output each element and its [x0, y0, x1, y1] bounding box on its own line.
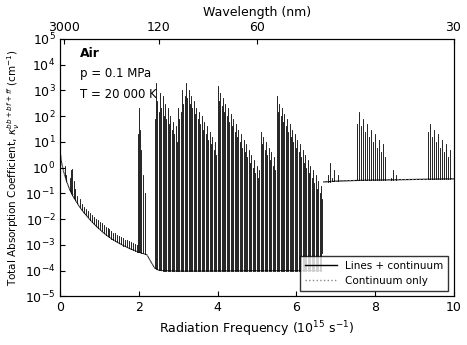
Continuum only: [97, 227, 102, 231]
X-axis label: Wavelength (nm): Wavelength (nm): [203, 6, 311, 19]
Continuum only: [176, 269, 181, 273]
Continuum only: [105, 234, 110, 238]
Continuum only: [136, 250, 142, 254]
Continuum only: [128, 247, 134, 251]
Continuum only: [168, 269, 173, 273]
Continuum only: [89, 220, 95, 224]
Continuum only: [215, 269, 220, 273]
Continuum only: [73, 199, 79, 203]
Text: p = 0.1 MPa: p = 0.1 MPa: [80, 67, 151, 80]
Line: Continuum only: Continuum only: [61, 155, 322, 271]
X-axis label: Radiation Frequency (10$^{15}$ s$^{-1}$): Radiation Frequency (10$^{15}$ s$^{-1}$): [159, 320, 354, 339]
Continuum only: [293, 269, 299, 273]
Continuum only: [234, 269, 240, 273]
Continuum only: [144, 253, 149, 257]
Continuum only: [113, 239, 118, 243]
Text: T = 20 000 K: T = 20 000 K: [80, 88, 157, 101]
Continuum only: [62, 171, 67, 176]
Continuum only: [313, 269, 318, 273]
Y-axis label: Total Absorption Coefficient, $\kappa_\nu^{bb+bf+ff}$ (cm$^{-1}$): Total Absorption Coefficient, $\kappa_\n…: [6, 49, 22, 286]
Continuum only: [152, 266, 157, 270]
Continuum only: [254, 269, 260, 273]
Legend: Lines + continuum, Continuum only: Lines + continuum, Continuum only: [300, 256, 448, 291]
Continuum only: [58, 153, 64, 157]
Continuum only: [156, 268, 162, 272]
Continuum only: [81, 210, 87, 215]
Text: Air: Air: [80, 47, 100, 60]
Continuum only: [160, 269, 165, 273]
Continuum only: [319, 269, 325, 273]
Continuum only: [274, 269, 279, 273]
Continuum only: [195, 269, 201, 273]
Continuum only: [65, 184, 71, 188]
Continuum only: [59, 164, 65, 168]
Continuum only: [120, 244, 126, 248]
